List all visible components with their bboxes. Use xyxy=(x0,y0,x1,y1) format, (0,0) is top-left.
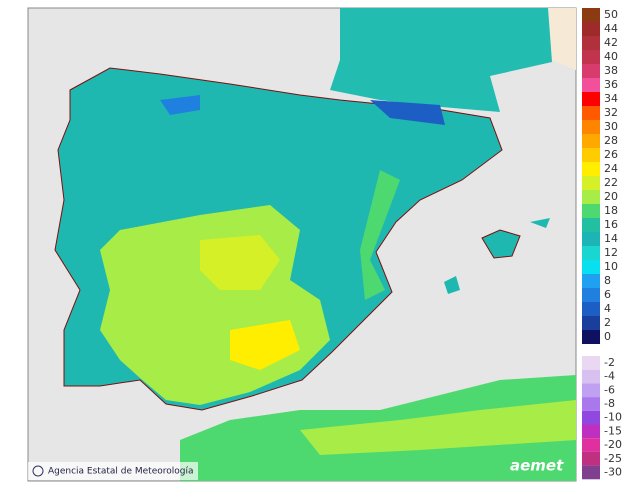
legend-swatch xyxy=(582,246,600,260)
legend-label: 20 xyxy=(604,190,618,203)
logo: aemet xyxy=(510,457,564,475)
copyright-icon xyxy=(32,465,44,477)
warm-zone xyxy=(300,400,576,455)
legend-label: -30 xyxy=(604,465,622,478)
legend-label: 36 xyxy=(604,78,618,91)
legend-label: 42 xyxy=(604,36,618,49)
legend-label: -25 xyxy=(604,452,622,465)
italy-land xyxy=(548,8,576,70)
legend-label: 0 xyxy=(604,330,611,343)
legend-swatch xyxy=(582,148,600,162)
legend-label: 24 xyxy=(604,162,618,175)
legend-label: 12 xyxy=(604,246,618,259)
legend-label: 4 xyxy=(604,302,611,315)
legend-swatch xyxy=(582,288,600,302)
legend-label: 6 xyxy=(604,288,611,301)
legend-swatch xyxy=(582,316,600,330)
legend-label: -6 xyxy=(604,383,615,396)
credit-bg xyxy=(28,462,198,480)
legend-label: 8 xyxy=(604,274,611,287)
legend-swatch xyxy=(582,383,600,398)
legend-label: 16 xyxy=(604,218,618,231)
legend-label: -4 xyxy=(604,370,615,383)
legend-swatch xyxy=(582,50,600,64)
legend-swatch xyxy=(582,260,600,274)
balearic-island xyxy=(444,276,460,294)
legend-swatch xyxy=(582,397,600,411)
legend-label: 34 xyxy=(604,92,618,105)
legend-swatch xyxy=(582,369,600,384)
legend-swatch xyxy=(582,36,600,50)
legend-swatch xyxy=(582,356,600,370)
legend-swatch xyxy=(582,204,600,218)
color-legend: 5044424038363432302826242220181614121086… xyxy=(582,8,622,480)
coast-zone xyxy=(360,170,400,300)
mountain-zone xyxy=(370,100,445,125)
legend-swatch xyxy=(582,120,600,134)
legend-swatch xyxy=(582,218,600,232)
balearic-island xyxy=(481,229,521,259)
france-land xyxy=(330,8,552,112)
legend-label: 2 xyxy=(604,316,611,329)
legend-swatch xyxy=(582,438,600,452)
legend-label: -10 xyxy=(604,411,622,424)
legend-swatch xyxy=(582,232,600,246)
warm-zone xyxy=(230,320,300,370)
legend-label: -20 xyxy=(604,438,622,451)
legend-swatch xyxy=(582,274,600,288)
legend-label: 14 xyxy=(604,232,618,245)
legend-label: 26 xyxy=(604,148,618,161)
legend-swatch xyxy=(582,465,600,480)
legend-swatch xyxy=(582,451,600,466)
legend-label: 10 xyxy=(604,260,618,273)
legend-label: 18 xyxy=(604,204,618,217)
legend-label: 38 xyxy=(604,64,618,77)
legend-swatch xyxy=(582,302,600,316)
legend-swatch xyxy=(582,78,600,92)
legend-swatch xyxy=(582,8,600,22)
legend-swatch xyxy=(582,92,600,106)
legend-label: 50 xyxy=(604,8,618,21)
legend-swatch xyxy=(582,190,600,204)
legend-swatch xyxy=(582,410,600,425)
legend-label: 44 xyxy=(604,22,618,35)
legend-swatch xyxy=(582,424,600,439)
legend-swatch xyxy=(582,64,600,78)
mountain-zone xyxy=(160,95,200,115)
legend-label: 22 xyxy=(604,176,618,189)
legend-swatch xyxy=(582,162,600,176)
legend-label: -15 xyxy=(604,424,622,437)
legend-label: 40 xyxy=(604,50,618,63)
credit: Agencia Estatal de Meteorología xyxy=(48,467,194,477)
legend-swatch xyxy=(582,22,600,36)
balearic-island xyxy=(530,218,550,228)
legend-swatch xyxy=(582,106,600,120)
legend-swatch xyxy=(582,134,600,148)
legend-label: 32 xyxy=(604,106,618,119)
warm-zone xyxy=(200,235,280,290)
legend-swatch xyxy=(582,330,600,344)
legend-swatch xyxy=(582,176,600,190)
legend-label: -2 xyxy=(604,356,615,369)
legend-label: 28 xyxy=(604,134,618,147)
legend-label: 30 xyxy=(604,120,618,133)
legend-label: -8 xyxy=(604,397,615,410)
